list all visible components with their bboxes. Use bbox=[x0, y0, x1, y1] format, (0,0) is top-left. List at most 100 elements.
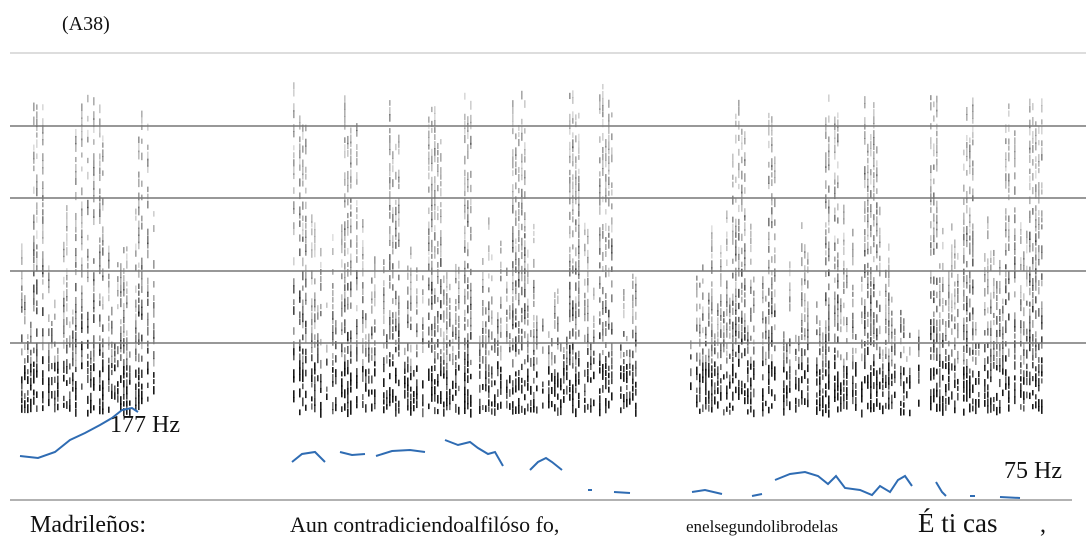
spectrogram-cell bbox=[374, 389, 376, 397]
spectrogram-cell bbox=[1023, 307, 1025, 316]
spectrogram-cell bbox=[536, 385, 538, 391]
spectrogram-cell bbox=[356, 235, 358, 242]
spectrogram-cell bbox=[822, 367, 824, 372]
spectrogram-cell bbox=[524, 149, 526, 155]
spectrogram-cell bbox=[711, 288, 713, 295]
spectrogram-cell bbox=[855, 334, 857, 340]
spectrogram-cell bbox=[608, 380, 610, 385]
spectrogram-cell bbox=[42, 139, 44, 145]
spectrogram-cell bbox=[63, 305, 65, 312]
spectrogram-cell bbox=[876, 202, 878, 208]
spectrogram-cell bbox=[984, 344, 986, 352]
spectrogram-cell bbox=[705, 390, 707, 396]
spectrogram-cell bbox=[852, 292, 854, 297]
spectrogram-cell bbox=[837, 385, 839, 391]
spectrogram-cell bbox=[599, 94, 601, 101]
spectrogram-cell bbox=[33, 369, 35, 376]
spectrogram-cell bbox=[464, 93, 466, 100]
spectrogram-cell bbox=[1035, 128, 1037, 136]
spectrogram-cell bbox=[1038, 252, 1040, 260]
spectrogram-cell bbox=[332, 318, 334, 324]
spectrogram-cell bbox=[464, 128, 466, 134]
spectrogram-cell bbox=[930, 144, 932, 149]
spectrogram-cell bbox=[404, 348, 406, 355]
spectrogram-cell bbox=[335, 327, 337, 334]
spectrogram-cell bbox=[470, 143, 472, 149]
spectrogram-cell bbox=[732, 329, 734, 337]
spectrogram-cell bbox=[434, 148, 436, 155]
spectrogram-cell bbox=[852, 243, 854, 250]
spectrogram-cell bbox=[720, 252, 722, 258]
spectrogram-cell bbox=[975, 406, 977, 414]
spectrogram-cell bbox=[753, 291, 755, 297]
spectrogram-cell bbox=[771, 312, 773, 317]
spectrogram-cell bbox=[867, 375, 869, 383]
spectrogram-cell bbox=[494, 408, 496, 416]
spectrogram-cell bbox=[524, 212, 526, 220]
spectrogram-cell bbox=[326, 345, 328, 353]
spectrogram-cell bbox=[293, 173, 295, 179]
spectrogram-cell bbox=[804, 335, 806, 340]
spectrogram-cell bbox=[602, 308, 604, 315]
spectrogram-cell bbox=[437, 269, 439, 277]
spectrogram-cell bbox=[954, 400, 956, 408]
spectrogram-cell bbox=[602, 322, 604, 329]
spectrogram-cell bbox=[521, 189, 523, 197]
spectrogram-cell bbox=[789, 289, 791, 296]
spectrogram-cell bbox=[602, 84, 604, 89]
spectrogram-cell bbox=[996, 337, 998, 343]
spectrogram-cell bbox=[1026, 273, 1028, 280]
spectrogram-cell bbox=[1014, 144, 1016, 152]
spectrogram-cell bbox=[744, 285, 746, 290]
spectrogram-cell bbox=[575, 156, 577, 163]
spectrogram-cell bbox=[311, 221, 313, 227]
spectrogram-cell bbox=[383, 357, 385, 365]
spectrogram-cell bbox=[963, 409, 965, 416]
spectrogram-cell bbox=[87, 263, 89, 269]
spectrogram-cell bbox=[440, 258, 442, 267]
spectrogram-cell bbox=[482, 307, 484, 316]
spectrogram-cell bbox=[1005, 243, 1007, 251]
spectrogram-cell bbox=[365, 320, 367, 328]
spectrogram-cell bbox=[111, 349, 113, 357]
spectrogram-cell bbox=[867, 284, 869, 289]
spectrogram-cell bbox=[969, 221, 971, 227]
spectrogram-cell bbox=[942, 396, 944, 403]
spectrogram-cell bbox=[720, 343, 722, 350]
spectrogram-cell bbox=[1041, 273, 1043, 280]
spectrogram-cell bbox=[42, 153, 44, 161]
spectrogram-cell bbox=[861, 396, 863, 403]
spectrogram-cell bbox=[599, 199, 601, 205]
spectrogram-cell bbox=[533, 378, 535, 384]
spectrogram-cell bbox=[948, 306, 950, 312]
spectrogram-cell bbox=[341, 392, 343, 397]
spectrogram-cell bbox=[500, 241, 502, 246]
spectrogram-cell bbox=[467, 172, 469, 180]
spectrogram-cell bbox=[945, 391, 947, 396]
spectrogram-cell bbox=[578, 204, 580, 211]
spectrogram-cell bbox=[774, 198, 776, 207]
spectrogram-cell bbox=[515, 371, 517, 376]
spectrogram-cell bbox=[611, 364, 613, 369]
spectrogram-cell bbox=[575, 177, 577, 184]
spectrogram-cell bbox=[114, 357, 116, 362]
spectrogram-cell bbox=[500, 248, 502, 254]
spectrogram-cell bbox=[801, 299, 803, 306]
spectrogram-cell bbox=[822, 360, 824, 367]
spectrogram-cell bbox=[362, 226, 364, 233]
spectrogram-cell bbox=[458, 316, 460, 322]
spectrogram-cell bbox=[512, 387, 514, 394]
spectrogram-cell bbox=[708, 321, 710, 327]
spectrogram-cell bbox=[407, 385, 409, 392]
spectrogram-cell bbox=[714, 396, 716, 404]
spectrogram-cell bbox=[350, 387, 352, 393]
spectrogram-cell bbox=[825, 299, 827, 306]
spectrogram-cell bbox=[36, 181, 38, 188]
spectrogram-cell bbox=[356, 151, 358, 157]
spectrogram-cell bbox=[141, 300, 143, 308]
spectrogram-cell bbox=[434, 386, 436, 394]
spectrogram-cell bbox=[825, 250, 827, 255]
spectrogram-cell bbox=[732, 301, 734, 306]
spectrogram-cell bbox=[320, 262, 322, 268]
spectrogram-cell bbox=[431, 254, 433, 259]
